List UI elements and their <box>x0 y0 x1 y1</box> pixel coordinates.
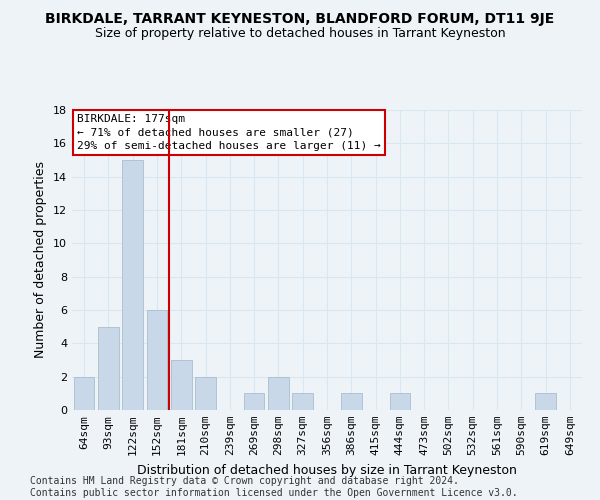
X-axis label: Distribution of detached houses by size in Tarrant Keyneston: Distribution of detached houses by size … <box>137 464 517 476</box>
Text: Size of property relative to detached houses in Tarrant Keyneston: Size of property relative to detached ho… <box>95 28 505 40</box>
Y-axis label: Number of detached properties: Number of detached properties <box>34 162 47 358</box>
Bar <box>341 394 362 410</box>
Bar <box>535 394 556 410</box>
Bar <box>146 310 167 410</box>
Text: Contains HM Land Registry data © Crown copyright and database right 2024.
Contai: Contains HM Land Registry data © Crown c… <box>30 476 518 498</box>
Text: BIRKDALE: 177sqm
← 71% of detached houses are smaller (27)
29% of semi-detached : BIRKDALE: 177sqm ← 71% of detached house… <box>77 114 381 151</box>
Bar <box>195 376 216 410</box>
Bar <box>74 376 94 410</box>
Bar <box>268 376 289 410</box>
Bar <box>292 394 313 410</box>
Bar <box>122 160 143 410</box>
Text: BIRKDALE, TARRANT KEYNESTON, BLANDFORD FORUM, DT11 9JE: BIRKDALE, TARRANT KEYNESTON, BLANDFORD F… <box>46 12 554 26</box>
Bar <box>389 394 410 410</box>
Bar <box>171 360 191 410</box>
Bar <box>98 326 119 410</box>
Bar <box>244 394 265 410</box>
